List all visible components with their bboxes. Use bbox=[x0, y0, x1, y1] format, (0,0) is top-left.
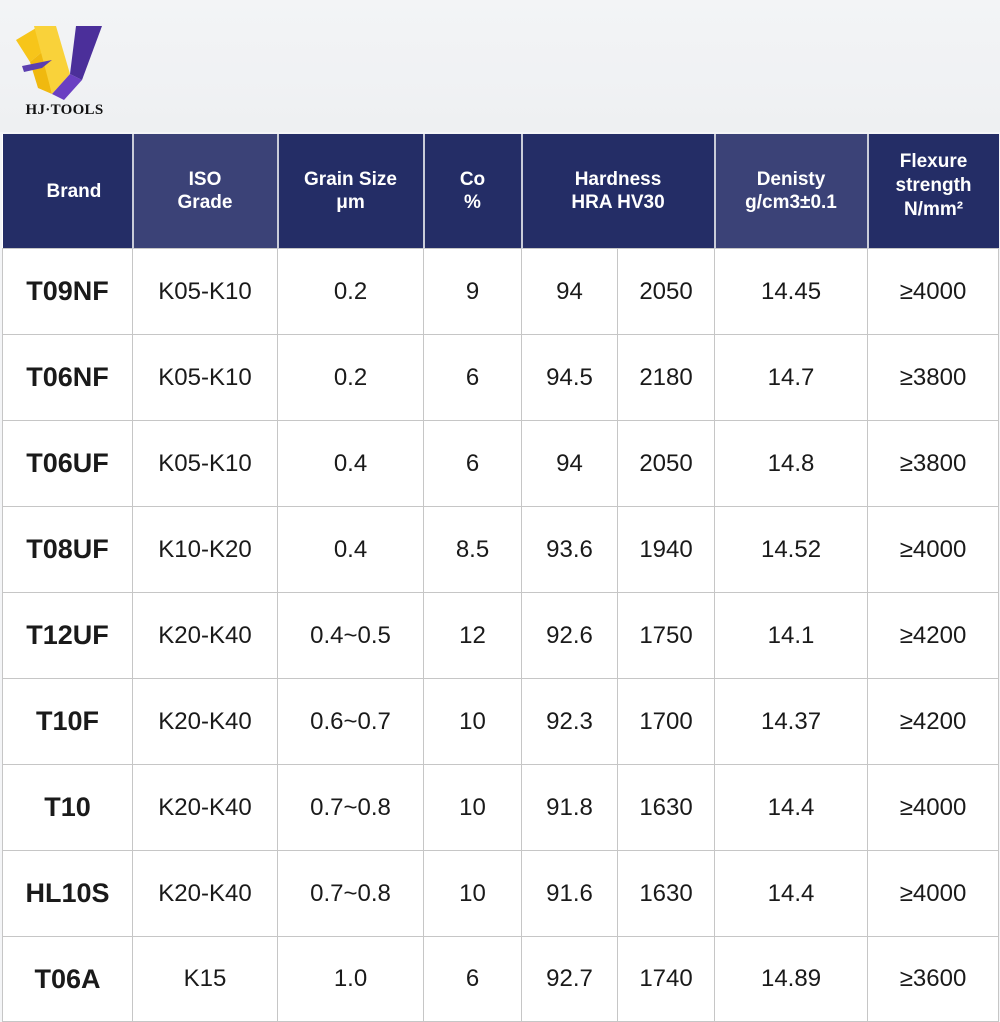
cell-co: 6 bbox=[423, 334, 522, 421]
header-co: Co % bbox=[422, 134, 522, 249]
header-hardness: Hardness HRA HV30 bbox=[520, 134, 715, 249]
cell-co: 8.5 bbox=[423, 506, 522, 593]
table-row: HL10S K20-K40 0.7~0.8 10 91.6 1630 14.4 … bbox=[2, 850, 1000, 937]
cell-flexure: ≥4200 bbox=[867, 592, 1000, 679]
cell-hv30: 1750 bbox=[616, 592, 716, 679]
table-row: T06NF K05-K10 0.2 6 94.5 2180 14.7 ≥3800 bbox=[2, 334, 1000, 421]
cell-brand: T09NF bbox=[2, 248, 133, 335]
cell-grain-size: 1.0 bbox=[277, 936, 424, 1022]
cell-density: 14.4 bbox=[714, 764, 869, 851]
cell-density: 14.1 bbox=[714, 592, 869, 679]
cell-hv30: 2050 bbox=[616, 420, 716, 507]
cell-co: 6 bbox=[423, 936, 522, 1022]
header-density: Denisty g/cm3±0.1 bbox=[713, 134, 868, 249]
logo-wordmark: HJ·TOOLS bbox=[25, 102, 104, 118]
cell-iso-grade: K20-K40 bbox=[132, 678, 278, 765]
cell-brand: T06UF bbox=[2, 420, 133, 507]
cell-grain-size: 0.4 bbox=[277, 506, 424, 593]
cell-iso-grade: K05-K10 bbox=[132, 334, 278, 421]
header-grain-size: Grain Size μm bbox=[276, 134, 424, 249]
table-row: T06A K15 1.0 6 92.7 1740 14.89 ≥3600 bbox=[2, 936, 1000, 1022]
cell-flexure: ≥4000 bbox=[867, 850, 1000, 937]
cell-hra: 92.6 bbox=[521, 592, 618, 679]
table-row: T12UF K20-K40 0.4~0.5 12 92.6 1750 14.1 … bbox=[2, 592, 1000, 679]
cell-flexure: ≥3800 bbox=[867, 334, 1000, 421]
cell-hra: 93.6 bbox=[521, 506, 618, 593]
cell-brand: T08UF bbox=[2, 506, 133, 593]
cell-co: 9 bbox=[423, 248, 522, 335]
cell-grain-size: 0.2 bbox=[277, 248, 424, 335]
cell-density: 14.4 bbox=[714, 850, 869, 937]
header-bar bbox=[0, 0, 1000, 132]
cell-density: 14.8 bbox=[714, 420, 869, 507]
cell-density: 14.7 bbox=[714, 334, 869, 421]
cell-hv30: 1940 bbox=[616, 506, 716, 593]
cell-iso-grade: K05-K10 bbox=[132, 420, 278, 507]
cell-hv30: 1630 bbox=[616, 850, 716, 937]
cell-density: 14.45 bbox=[714, 248, 869, 335]
cell-hv30: 1630 bbox=[616, 764, 716, 851]
cell-density: 14.52 bbox=[714, 506, 869, 593]
cell-grain-size: 0.2 bbox=[277, 334, 424, 421]
cell-hra: 92.7 bbox=[521, 936, 618, 1022]
hj-logo-icon bbox=[16, 26, 102, 100]
cell-flexure: ≥4000 bbox=[867, 248, 1000, 335]
cell-density: 14.89 bbox=[714, 936, 869, 1022]
cell-co: 6 bbox=[423, 420, 522, 507]
cell-flexure: ≥4000 bbox=[867, 506, 1000, 593]
cell-brand: T10 bbox=[2, 764, 133, 851]
cell-co: 10 bbox=[423, 764, 522, 851]
cell-iso-grade: K20-K40 bbox=[132, 850, 278, 937]
cell-hra: 91.6 bbox=[521, 850, 618, 937]
cell-grain-size: 0.7~0.8 bbox=[277, 850, 424, 937]
cell-brand: T10F bbox=[2, 678, 133, 765]
cell-co: 10 bbox=[423, 850, 522, 937]
cell-hra: 94 bbox=[521, 420, 618, 507]
cell-hra: 94.5 bbox=[521, 334, 618, 421]
cell-flexure: ≥4000 bbox=[867, 764, 1000, 851]
cell-iso-grade: K05-K10 bbox=[132, 248, 278, 335]
table-row: T10F K20-K40 0.6~0.7 10 92.3 1700 14.37 … bbox=[2, 678, 1000, 765]
brand-logo: HJ·TOOLS bbox=[12, 22, 117, 124]
header-flexure-strength: Flexure strength N/mm² bbox=[866, 134, 999, 249]
table-body: T09NF K05-K10 0.2 9 94 2050 14.45 ≥4000 … bbox=[2, 248, 1000, 1022]
cell-co: 10 bbox=[423, 678, 522, 765]
cell-hra: 92.3 bbox=[521, 678, 618, 765]
cell-iso-grade: K15 bbox=[132, 936, 278, 1022]
table-row: T10 K20-K40 0.7~0.8 10 91.8 1630 14.4 ≥4… bbox=[2, 764, 1000, 851]
header-brand: Brand bbox=[2, 134, 133, 249]
cell-brand: T06NF bbox=[2, 334, 133, 421]
header-iso-grade: ISO Grade bbox=[131, 134, 278, 249]
cell-hv30: 2180 bbox=[616, 334, 716, 421]
cell-iso-grade: K10-K20 bbox=[132, 506, 278, 593]
cell-brand: T12UF bbox=[2, 592, 133, 679]
cell-hra: 91.8 bbox=[521, 764, 618, 851]
table-row: T06UF K05-K10 0.4 6 94 2050 14.8 ≥3800 bbox=[2, 420, 1000, 507]
cell-co: 12 bbox=[423, 592, 522, 679]
cell-flexure: ≥3600 bbox=[867, 936, 1000, 1022]
cell-iso-grade: K20-K40 bbox=[132, 592, 278, 679]
cell-flexure: ≥4200 bbox=[867, 678, 1000, 765]
table-header-row: Brand ISO Grade Grain Size μm Co % Hardn… bbox=[2, 134, 999, 249]
cell-brand: T06A bbox=[2, 936, 133, 1022]
cell-hv30: 1740 bbox=[616, 936, 716, 1022]
cell-grain-size: 0.4 bbox=[277, 420, 424, 507]
cell-hv30: 1700 bbox=[616, 678, 716, 765]
table-row: T09NF K05-K10 0.2 9 94 2050 14.45 ≥4000 bbox=[2, 248, 1000, 335]
cell-hv30: 2050 bbox=[616, 248, 716, 335]
cell-flexure: ≥3800 bbox=[867, 420, 1000, 507]
table-row: T08UF K10-K20 0.4 8.5 93.6 1940 14.52 ≥4… bbox=[2, 506, 1000, 593]
cell-grain-size: 0.4~0.5 bbox=[277, 592, 424, 679]
cell-grain-size: 0.7~0.8 bbox=[277, 764, 424, 851]
cell-density: 14.37 bbox=[714, 678, 869, 765]
cell-grain-size: 0.6~0.7 bbox=[277, 678, 424, 765]
cell-iso-grade: K20-K40 bbox=[132, 764, 278, 851]
cell-brand: HL10S bbox=[2, 850, 133, 937]
grade-table: Brand ISO Grade Grain Size μm Co % Hardn… bbox=[2, 134, 1000, 1022]
cell-hra: 94 bbox=[521, 248, 618, 335]
